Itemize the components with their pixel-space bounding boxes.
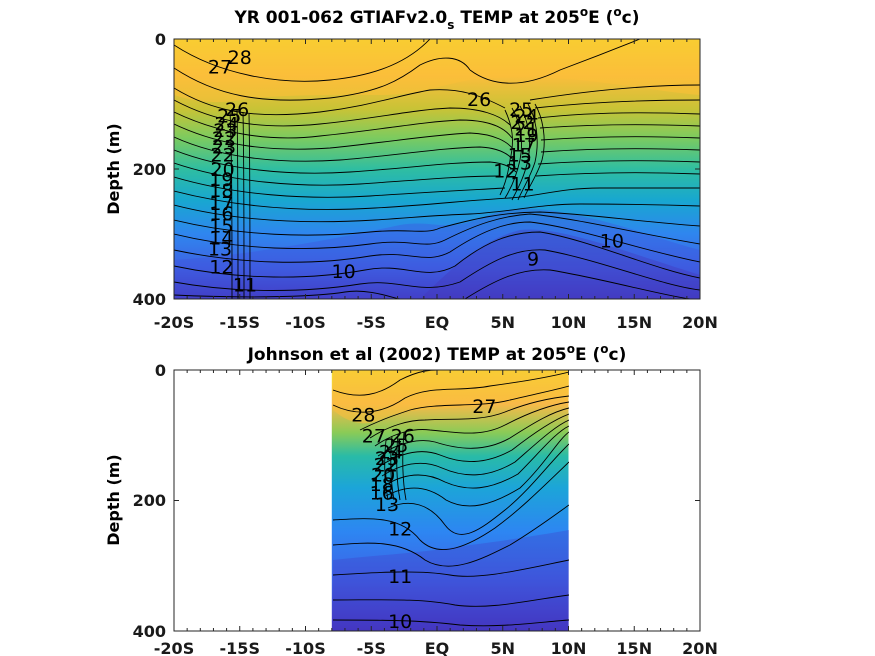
- contour-label: 21: [514, 119, 538, 141]
- contour-label: 17: [512, 134, 536, 156]
- x-tick-label: EQ: [425, 639, 450, 656]
- x-tick-label: -5S: [357, 313, 386, 332]
- x-tick-label: -20S: [154, 639, 194, 656]
- contour-label: 10: [332, 261, 356, 283]
- contour-label: 26: [391, 425, 415, 447]
- contour-label: 19: [209, 169, 233, 191]
- x-tick-label: 10N: [551, 313, 587, 332]
- contour-label: 20: [371, 464, 395, 486]
- contour-label: 25: [509, 99, 533, 121]
- x-tick-label: -5S: [357, 639, 386, 656]
- deep-shade-bottom: [333, 530, 569, 631]
- y-axis-label-bottom: Depth (m): [104, 454, 123, 546]
- contour-label: 27: [362, 425, 386, 447]
- contour-label: 14: [209, 227, 233, 249]
- y-axis-top: Depth (m) 0 200 400: [104, 30, 166, 309]
- x-tick-label: -15S: [220, 313, 260, 332]
- contour-label: 23: [212, 136, 236, 158]
- y-tick-bottom-400: 400: [133, 622, 166, 641]
- y-tick-bottom-0: 0: [155, 361, 166, 380]
- x-tick-label: 20N: [682, 639, 718, 656]
- contour-label: 12: [493, 160, 517, 182]
- contour-label: 23: [375, 448, 399, 470]
- contour-label: 27: [208, 56, 232, 78]
- y-tick-top-200: 200: [133, 160, 166, 179]
- contour-label: 22: [374, 455, 398, 477]
- contour-label: 20: [211, 159, 235, 181]
- contour-label: 17: [209, 193, 233, 215]
- contour-label: 26: [225, 99, 249, 121]
- contour-label: 13: [208, 238, 232, 260]
- contour-label: 18: [209, 180, 233, 202]
- contour-label: 11: [388, 566, 412, 588]
- contour-label: 22: [510, 112, 534, 134]
- contour-label: 23: [213, 120, 237, 142]
- warm-pool-top: [174, 39, 700, 103]
- x-tick-label: 5N: [490, 639, 515, 656]
- contour-label: 22: [212, 128, 236, 150]
- contour-label: 15: [508, 145, 532, 167]
- contour-label: 10: [600, 231, 624, 253]
- y-tick-top-0: 0: [155, 30, 166, 49]
- x-tick-label: -10S: [285, 313, 325, 332]
- contour-label: 13: [375, 494, 399, 516]
- deep-shade-top-2: [420, 229, 700, 299]
- contour-label: 15: [209, 216, 233, 238]
- contour-label: 12: [209, 257, 233, 279]
- contour-label: 19: [514, 125, 538, 147]
- contour-label: 24: [215, 114, 239, 136]
- x-tick-label: 10N: [551, 639, 587, 656]
- x-tick-label: 20N: [682, 313, 718, 332]
- x-tick-label: -10S: [285, 639, 325, 656]
- x-tick-label: EQ: [425, 313, 450, 332]
- y-axis-bottom: Depth (m) 0 200 400: [104, 361, 166, 641]
- x-tick-label: 5N: [490, 313, 515, 332]
- contour-label: 11: [510, 173, 534, 195]
- contour-label: 25: [217, 106, 241, 128]
- contour-lines-top: [174, 39, 700, 299]
- x-tick-label: 15N: [616, 313, 652, 332]
- panel-bottom: Johnson et al (2002) TEMP at 205oE (oc): [104, 342, 718, 656]
- contour-label: 26: [467, 89, 491, 111]
- y-tick-bottom-200: 200: [133, 491, 166, 510]
- chart-title-top: YR 001-062 GTIAFv2.0s TEMP at 205oE (oc): [233, 5, 639, 32]
- y-tick-top-400: 400: [133, 290, 166, 309]
- x-axis-bottom: -20S -15S -10S -5S EQ 5N 10N 15N 20N: [154, 369, 718, 656]
- contour-label: 9: [527, 249, 539, 271]
- contour-label: 11: [233, 275, 257, 297]
- contour-label: 10: [388, 611, 412, 633]
- contour-label: 18: [370, 474, 394, 496]
- y-axis-label-top: Depth (m): [104, 123, 123, 215]
- contour-label: 24: [379, 442, 403, 464]
- contour-label: 25: [384, 435, 408, 457]
- contour-label: 24: [514, 106, 538, 128]
- panel-top: YR 001-062 GTIAFv2.0s TEMP at 205oE (oc): [104, 5, 718, 332]
- contour-label: 16: [209, 203, 233, 225]
- contour-label: 28: [351, 404, 375, 426]
- contour-label: 16: [370, 483, 394, 505]
- x-tick-label: 15N: [616, 639, 652, 656]
- x-axis-top: -20S -15S -10S -5S EQ 5N 10N 15N 20N: [154, 38, 718, 332]
- contour-lines-bottom: [333, 370, 569, 631]
- contour-label: 12: [388, 519, 412, 541]
- x-tick-label: -20S: [154, 313, 194, 332]
- chart-title-bottom: Johnson et al (2002) TEMP at 205oE (oc): [247, 342, 627, 365]
- contour-labels-top: 2827262524232223222019181716151413121110…: [208, 47, 624, 297]
- contour-label: 28: [228, 47, 252, 69]
- contour-label: 22: [211, 145, 235, 167]
- x-tick-label: -15S: [220, 639, 260, 656]
- contour-label: 27: [472, 396, 496, 418]
- contour-label: 13: [508, 153, 532, 175]
